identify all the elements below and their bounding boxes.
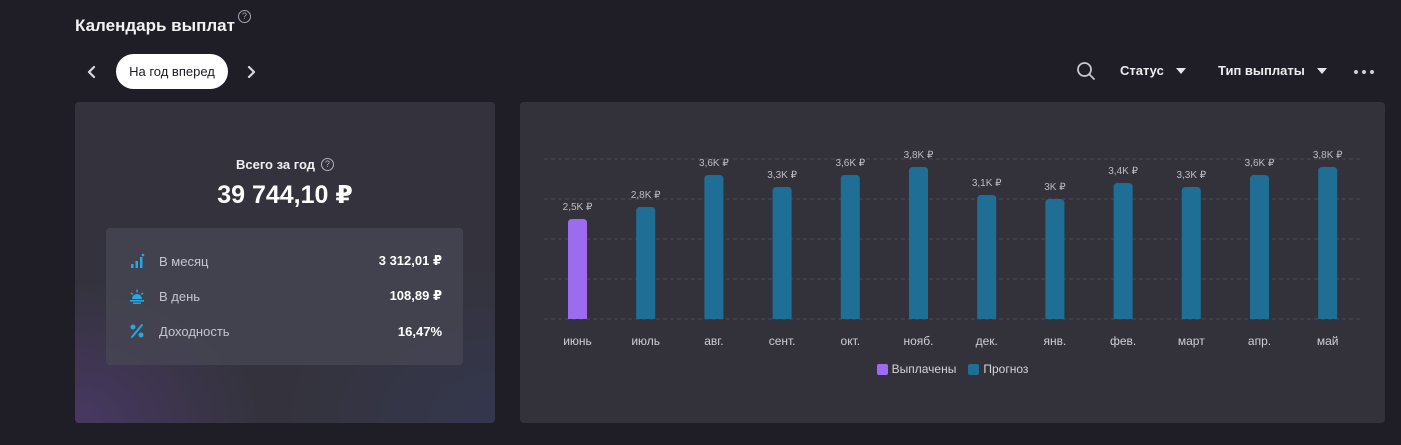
bar-value-label: 3,3K ₽ bbox=[767, 170, 797, 181]
bar-forecast[interactable] bbox=[1113, 183, 1133, 319]
bar-forecast[interactable] bbox=[1181, 187, 1201, 319]
total-label: Всего за год ? bbox=[75, 157, 495, 172]
category-label: фев. bbox=[1110, 334, 1136, 348]
bar-forecast[interactable] bbox=[772, 187, 792, 319]
stat-row-daily: В день 108,89 ₽ bbox=[106, 284, 463, 308]
more-dot-icon bbox=[1362, 70, 1366, 74]
payout-type-filter-dropdown[interactable]: Тип выплаты bbox=[1218, 63, 1327, 78]
bar-forecast[interactable] bbox=[704, 175, 724, 319]
bar-forecast[interactable] bbox=[1318, 167, 1338, 319]
previous-period-button[interactable] bbox=[81, 61, 103, 83]
stat-value: 3 312,01 ₽ bbox=[378, 253, 442, 268]
bar-value-label: 3,8K ₽ bbox=[904, 150, 934, 161]
search-button[interactable] bbox=[1075, 60, 1097, 82]
bar-value-label: 3,6K ₽ bbox=[835, 158, 865, 169]
bar-value-label: 3,3K ₽ bbox=[1176, 170, 1206, 181]
legend-swatch-forecast bbox=[968, 363, 980, 375]
more-options-button[interactable] bbox=[1354, 70, 1374, 76]
total-help-icon[interactable]: ? bbox=[321, 158, 335, 171]
bar-forecast[interactable] bbox=[840, 175, 860, 319]
bar-forecast[interactable] bbox=[909, 167, 928, 319]
category-label: янв. bbox=[1043, 334, 1066, 348]
period-selector-button[interactable]: На год вперед bbox=[116, 54, 228, 89]
stats-box: В месяц 3 312,01 ₽ В день 108,89 ₽ bbox=[106, 228, 463, 365]
category-label: июль bbox=[631, 334, 660, 348]
bar-forecast[interactable] bbox=[1045, 199, 1065, 319]
annual-summary-card: Всего за год ? 39 744,10 ₽ В месяц 3 312… bbox=[75, 102, 495, 423]
payout-type-filter-label: Тип выплаты bbox=[1218, 63, 1305, 78]
legend-item-forecast[interactable]: Прогноз bbox=[968, 362, 1028, 376]
stat-value: 16,47% bbox=[397, 323, 442, 339]
bar-value-label: 3,8K ₽ bbox=[1313, 150, 1343, 161]
bar-value-label: 3,4K ₽ bbox=[1108, 166, 1138, 177]
more-dot-icon bbox=[1354, 70, 1358, 74]
category-label: окт. bbox=[841, 334, 861, 348]
payout-chart-card: 2,5K ₽ июнь 2,8K ₽ июль 3,6K ₽ авг. 3,3K ₽ сент… bbox=[520, 102, 1385, 423]
category-label: апр. bbox=[1248, 334, 1271, 348]
sunrise-icon bbox=[130, 289, 144, 304]
category-label: сент. bbox=[769, 334, 796, 348]
bar-value-label: 3,6K ₽ bbox=[1245, 158, 1275, 169]
page-title: Календарь выплат ? bbox=[75, 10, 251, 36]
status-filter-label: Статус bbox=[1120, 63, 1164, 78]
chart-legend: Выплачены Прогноз bbox=[520, 362, 1385, 376]
caret-down-icon bbox=[1316, 67, 1327, 74]
bar-forecast[interactable] bbox=[1250, 175, 1269, 319]
stat-label: Доходность bbox=[159, 323, 230, 339]
legend-label-forecast: Прогноз bbox=[983, 362, 1029, 376]
bar-chart-icon bbox=[131, 253, 145, 268]
bar-forecast[interactable] bbox=[636, 207, 656, 319]
legend-swatch-paid bbox=[876, 363, 888, 375]
status-filter-dropdown[interactable]: Статус bbox=[1120, 63, 1186, 78]
legend-label-paid: Выплачены bbox=[891, 362, 957, 376]
bar-value-label: 3,1K ₽ bbox=[972, 178, 1002, 189]
bar-value-label: 3K ₽ bbox=[1044, 182, 1066, 193]
page-title-text: Календарь выплат bbox=[75, 16, 235, 35]
payout-bar-chart: 2,5K ₽ июнь 2,8K ₽ июль 3,6K ₽ авг. 3,3K ₽ сент… bbox=[544, 150, 1362, 348]
stat-row-yield: Доходность 16,47% bbox=[106, 319, 463, 343]
title-help-icon[interactable]: ? bbox=[237, 10, 251, 23]
category-label: нояб. bbox=[903, 334, 933, 348]
stat-label: В день bbox=[159, 288, 201, 304]
bar-value-label: 3,6K ₽ bbox=[699, 158, 729, 169]
bar-paid[interactable] bbox=[568, 219, 587, 319]
bar-value-label: 2,8K ₽ bbox=[631, 190, 661, 201]
next-period-button[interactable] bbox=[240, 61, 262, 83]
stat-value: 108,89 ₽ bbox=[389, 288, 442, 303]
category-label: авг. bbox=[704, 334, 723, 348]
legend-item-paid[interactable]: Выплачены bbox=[876, 362, 957, 376]
category-label: март bbox=[1178, 334, 1205, 348]
stat-row-monthly: В месяц 3 312,01 ₽ bbox=[106, 249, 463, 273]
search-icon bbox=[1077, 62, 1095, 80]
total-label-text: Всего за год bbox=[235, 157, 316, 172]
category-label: май bbox=[1317, 334, 1339, 348]
chevron-left-icon bbox=[87, 66, 96, 78]
stat-label: В месяц bbox=[159, 253, 209, 269]
caret-down-icon bbox=[1175, 67, 1186, 74]
bar-forecast[interactable] bbox=[977, 195, 997, 319]
category-label: дек. bbox=[976, 334, 998, 348]
chevron-right-icon bbox=[247, 66, 256, 78]
total-value: 39 744,10 ₽ bbox=[217, 181, 353, 209]
category-label: июнь bbox=[563, 334, 592, 348]
percent-icon bbox=[130, 324, 144, 338]
bar-value-label: 2,5K ₽ bbox=[563, 202, 593, 213]
more-dot-icon bbox=[1370, 70, 1374, 74]
